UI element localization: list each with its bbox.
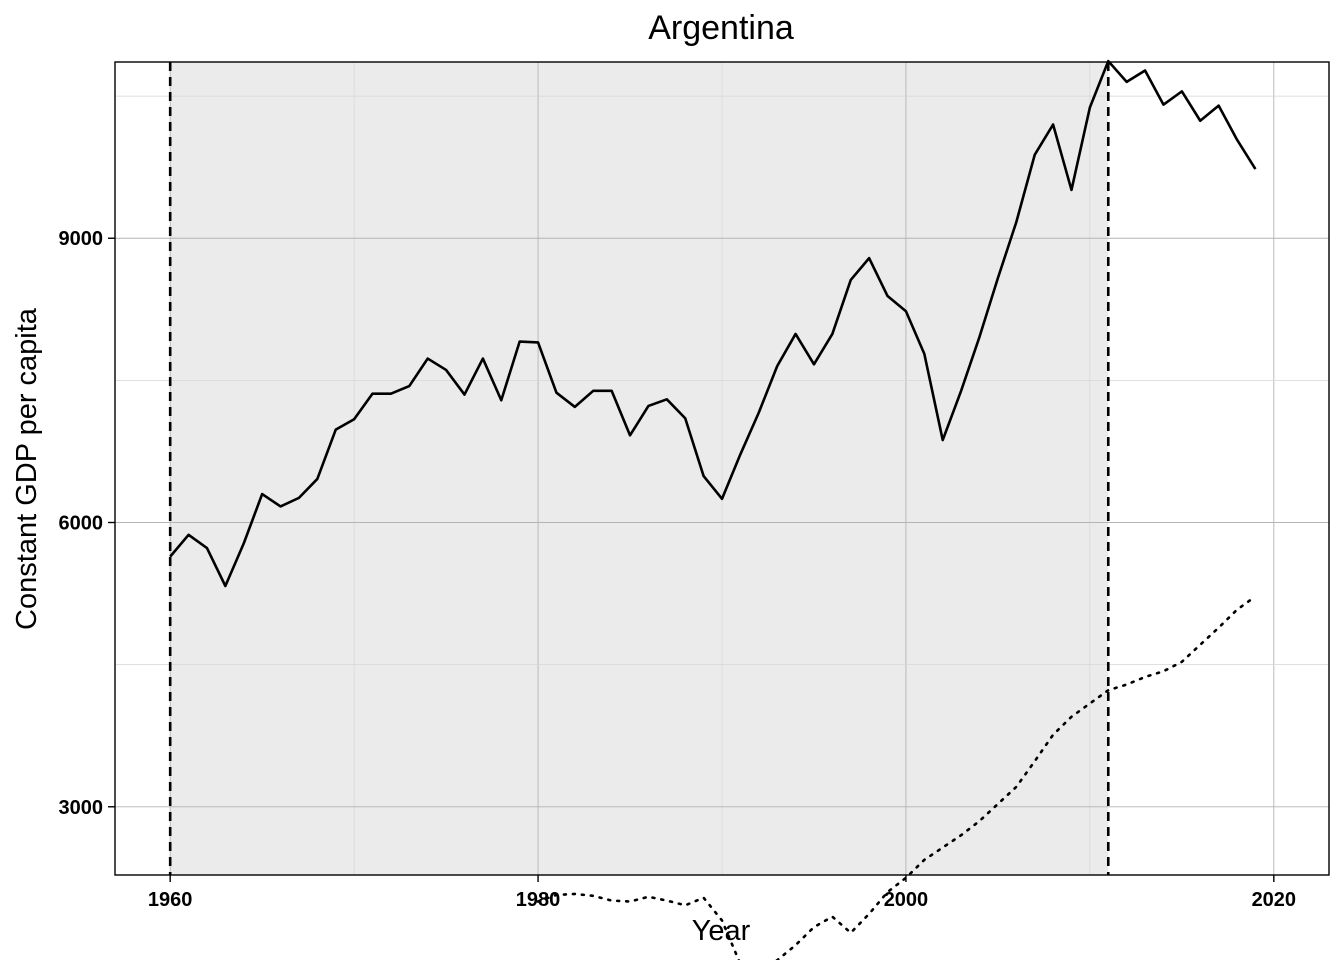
x-axis-label: Year bbox=[692, 915, 751, 947]
grid-lines bbox=[115, 62, 1329, 875]
vertical-reference-lines bbox=[168, 62, 1110, 875]
series-lines bbox=[169, 59, 1257, 960]
y-tick-label: 3000 bbox=[59, 797, 104, 819]
plot-background bbox=[170, 62, 1109, 875]
plot-border bbox=[114, 61, 1330, 876]
chart-title: Argentina bbox=[648, 9, 794, 47]
shaded-region bbox=[170, 62, 1109, 875]
y-axis-ticks: 3000 6000 9000 bbox=[59, 228, 115, 819]
series-line-dotted bbox=[536, 595, 1257, 960]
x-tick-label: 2000 bbox=[884, 889, 929, 911]
x-tick-label: 1980 bbox=[516, 889, 561, 911]
x-axis-ticks: 1960 1980 2000 2020 bbox=[148, 875, 1296, 911]
y-tick-label: 6000 bbox=[59, 513, 104, 535]
y-tick-label: 9000 bbox=[59, 228, 104, 250]
series-line-solid bbox=[169, 59, 1257, 588]
x-tick-label: 2020 bbox=[1252, 889, 1297, 911]
x-tick-label: 1960 bbox=[148, 889, 193, 911]
y-axis-label: Constant GDP per capita bbox=[11, 307, 43, 630]
